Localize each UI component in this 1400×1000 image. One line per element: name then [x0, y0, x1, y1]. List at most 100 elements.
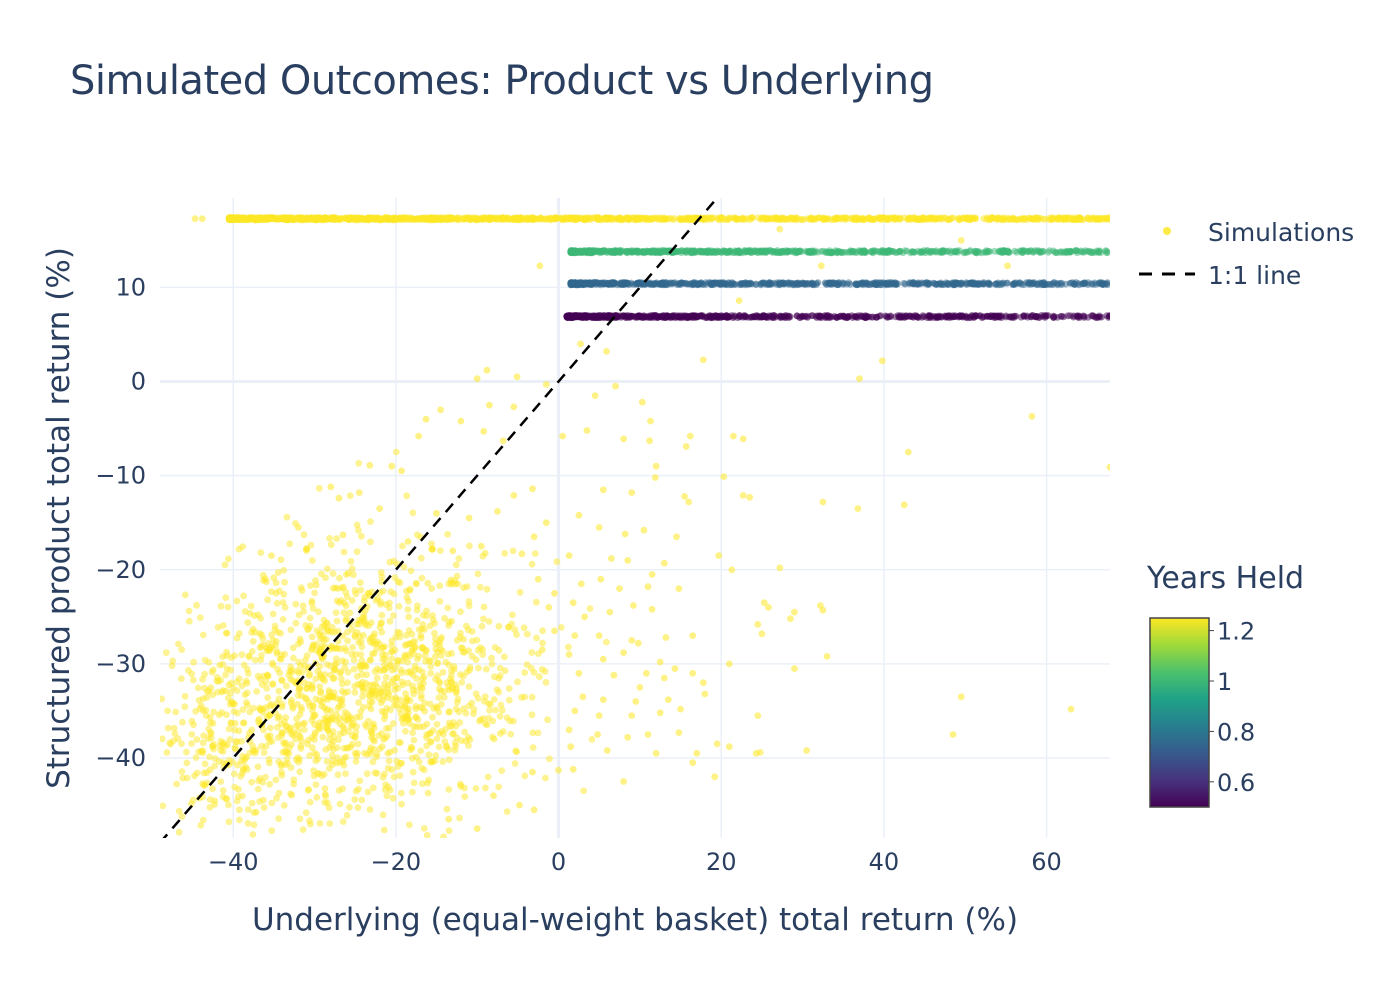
sim-point: [435, 743, 443, 751]
sim-point: [498, 767, 506, 774]
sim-point: [465, 683, 473, 691]
sim-point-capped: [462, 215, 470, 222]
sim-point: [542, 774, 549, 782]
sim-point: [513, 631, 520, 638]
sim-point: [338, 698, 345, 706]
sim-point: [226, 736, 234, 743]
sim-point-capped: [1003, 214, 1011, 222]
sim-point: [495, 675, 503, 682]
sim-point-capped: [768, 247, 776, 255]
sim-point-capped: [558, 216, 566, 224]
sim-point-capped: [702, 314, 709, 321]
sim-point: [391, 574, 399, 582]
sim-point: [329, 728, 337, 735]
sim-point: [533, 634, 540, 642]
sim-point: [366, 656, 374, 664]
sim-point: [451, 746, 459, 754]
sim-point: [179, 718, 186, 726]
sim-point: [437, 646, 445, 653]
sim-point: [189, 676, 197, 684]
sim-point-capped: [776, 216, 783, 223]
sim-point: [528, 560, 536, 568]
sim-point: [357, 651, 365, 658]
sim-point: [477, 583, 484, 591]
sim-point: [266, 724, 274, 732]
sim-point: [528, 649, 536, 656]
sim-point-capped: [724, 216, 732, 224]
sim-point: [411, 644, 419, 651]
sim-point: [417, 554, 425, 562]
sim-point: [368, 687, 376, 695]
sim-point: [333, 617, 341, 625]
sim-point: [268, 799, 276, 807]
sim-point: [355, 526, 362, 534]
x-tick-label: −40: [208, 848, 259, 876]
sim-point: [342, 753, 350, 761]
sim-point-capped: [1104, 214, 1110, 221]
sim-point-capped: [885, 247, 893, 254]
sim-point: [274, 569, 282, 576]
sim-point-capped: [709, 214, 716, 222]
sim-point: [542, 679, 550, 686]
sim-point: [383, 792, 391, 800]
sim-point: [353, 548, 361, 556]
sim-point-capped: [268, 214, 276, 222]
sim-point: [324, 627, 332, 634]
sim-point: [346, 492, 354, 499]
sim-point-capped: [642, 248, 650, 256]
sim-point-capped: [1081, 248, 1088, 256]
sim-point: [309, 605, 317, 612]
sim-point-capped: [820, 215, 827, 223]
sim-point-capped: [510, 216, 518, 224]
sim-point: [431, 629, 438, 637]
sim-point: [523, 630, 531, 638]
sim-point: [210, 740, 218, 748]
sim-point: [442, 743, 450, 751]
sim-point: [244, 820, 252, 827]
sim-point: [396, 579, 404, 587]
sim-point: [503, 808, 511, 815]
sim-point-capped: [382, 214, 389, 222]
sim-point: [367, 518, 374, 525]
sim-point-capped: [608, 214, 616, 222]
sim-point: [298, 587, 306, 594]
sim-point: [275, 713, 283, 721]
sim-point: [364, 788, 372, 796]
sim-point: [316, 719, 323, 727]
sim-point: [395, 603, 403, 610]
sim-point: [171, 730, 179, 737]
sim-point-capped: [967, 279, 974, 287]
sim-point: [249, 637, 257, 645]
sim-point: [181, 703, 189, 711]
sim-point: [405, 627, 413, 634]
sim-point: [175, 828, 183, 836]
sim-point-capped: [623, 214, 630, 222]
sim-point-capped: [908, 248, 916, 256]
sim-point: [378, 573, 386, 581]
sim-point: [412, 713, 420, 721]
sim-point-capped: [618, 279, 626, 287]
sim-point-capped: [642, 214, 650, 222]
sim-point: [336, 800, 344, 808]
sim-point: [287, 764, 295, 771]
sim-point: [436, 679, 444, 686]
sim-point: [269, 610, 277, 618]
sim-point-capped: [932, 214, 939, 222]
sim-point: [281, 578, 288, 586]
sim-point-capped: [1067, 215, 1074, 223]
sim-point: [278, 700, 286, 708]
sim-point: [369, 758, 377, 766]
sim-point-capped: [869, 215, 877, 223]
sim-point: [353, 672, 361, 680]
sim-point: [565, 643, 572, 651]
sim-point: [307, 582, 314, 589]
sim-point: [505, 685, 513, 692]
sim-point: [436, 547, 444, 554]
sim-point: [496, 664, 504, 672]
sim-point-capped: [597, 281, 604, 289]
sim-point: [278, 768, 285, 776]
sim-point: [206, 753, 213, 761]
sim-point: [317, 688, 325, 696]
sim-point: [265, 759, 273, 767]
